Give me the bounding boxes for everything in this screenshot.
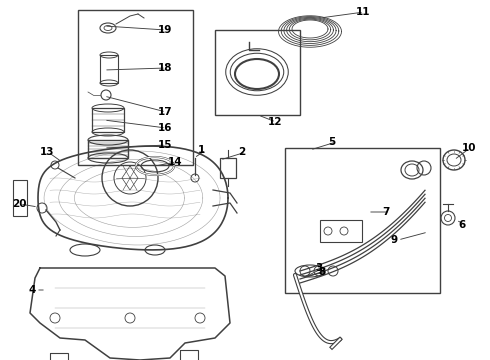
Bar — [78, 10, 193, 165]
Text: 15: 15 — [158, 140, 172, 150]
Bar — [13, 180, 27, 216]
Bar — [100, 55, 118, 83]
Text: 1: 1 — [198, 145, 205, 155]
Text: 20: 20 — [12, 199, 26, 209]
Text: 17: 17 — [158, 107, 172, 117]
Bar — [285, 148, 440, 293]
Text: 5: 5 — [328, 137, 335, 147]
Text: 10: 10 — [462, 143, 476, 153]
Text: 7: 7 — [382, 207, 390, 217]
Bar — [88, 140, 128, 158]
Text: 2: 2 — [238, 147, 245, 157]
Bar — [50, 353, 68, 360]
Bar — [220, 158, 236, 178]
Bar — [92, 108, 124, 132]
Text: 6: 6 — [458, 220, 465, 230]
Text: 18: 18 — [158, 63, 172, 73]
Text: 16: 16 — [158, 123, 172, 133]
Bar — [320, 220, 362, 242]
Bar — [180, 350, 198, 360]
Text: 11: 11 — [356, 7, 370, 17]
Text: 14: 14 — [168, 157, 183, 167]
Text: 9: 9 — [390, 235, 397, 245]
Text: 19: 19 — [158, 25, 172, 35]
Text: 3: 3 — [315, 263, 322, 273]
Text: 4: 4 — [28, 285, 35, 295]
Text: 13: 13 — [40, 147, 54, 157]
Text: 12: 12 — [268, 117, 283, 127]
Bar — [215, 30, 300, 115]
Text: 8: 8 — [318, 267, 325, 277]
